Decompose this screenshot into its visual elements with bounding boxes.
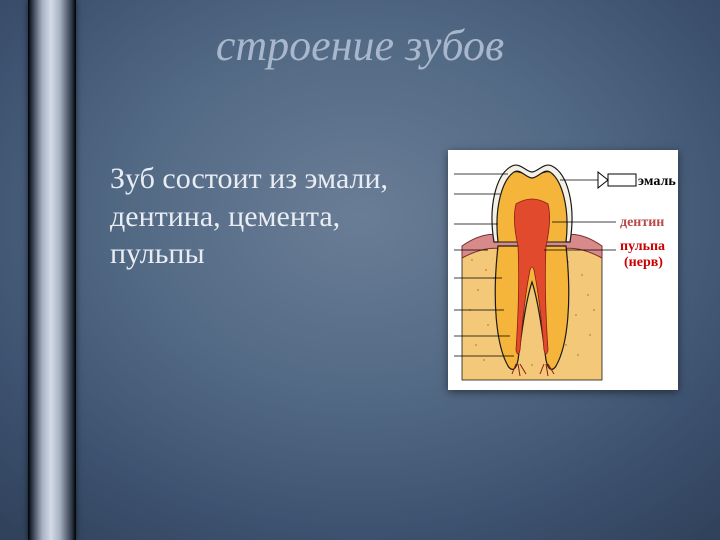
- slide-title: строение зубов: [0, 20, 720, 71]
- decorative-pillar: [28, 0, 76, 540]
- label-dentin: дентин: [620, 215, 664, 230]
- label-pulp-line1: пульпа: [620, 239, 665, 254]
- label-enamel: эмаль: [638, 174, 676, 189]
- slide-body-text: Зуб состоит из эмали, дентина, цемента, …: [110, 160, 430, 273]
- label-pulp-line2: (нерв): [624, 255, 663, 270]
- enamel-arrow-icon: [598, 172, 636, 188]
- tooth-diagram: эмаль дентин пульпа (нерв): [448, 150, 678, 390]
- tooth-diagram-svg: эмаль дентин пульпа (нерв): [448, 150, 678, 390]
- slide: строение зубов Зуб состоит из эмали, ден…: [0, 0, 720, 540]
